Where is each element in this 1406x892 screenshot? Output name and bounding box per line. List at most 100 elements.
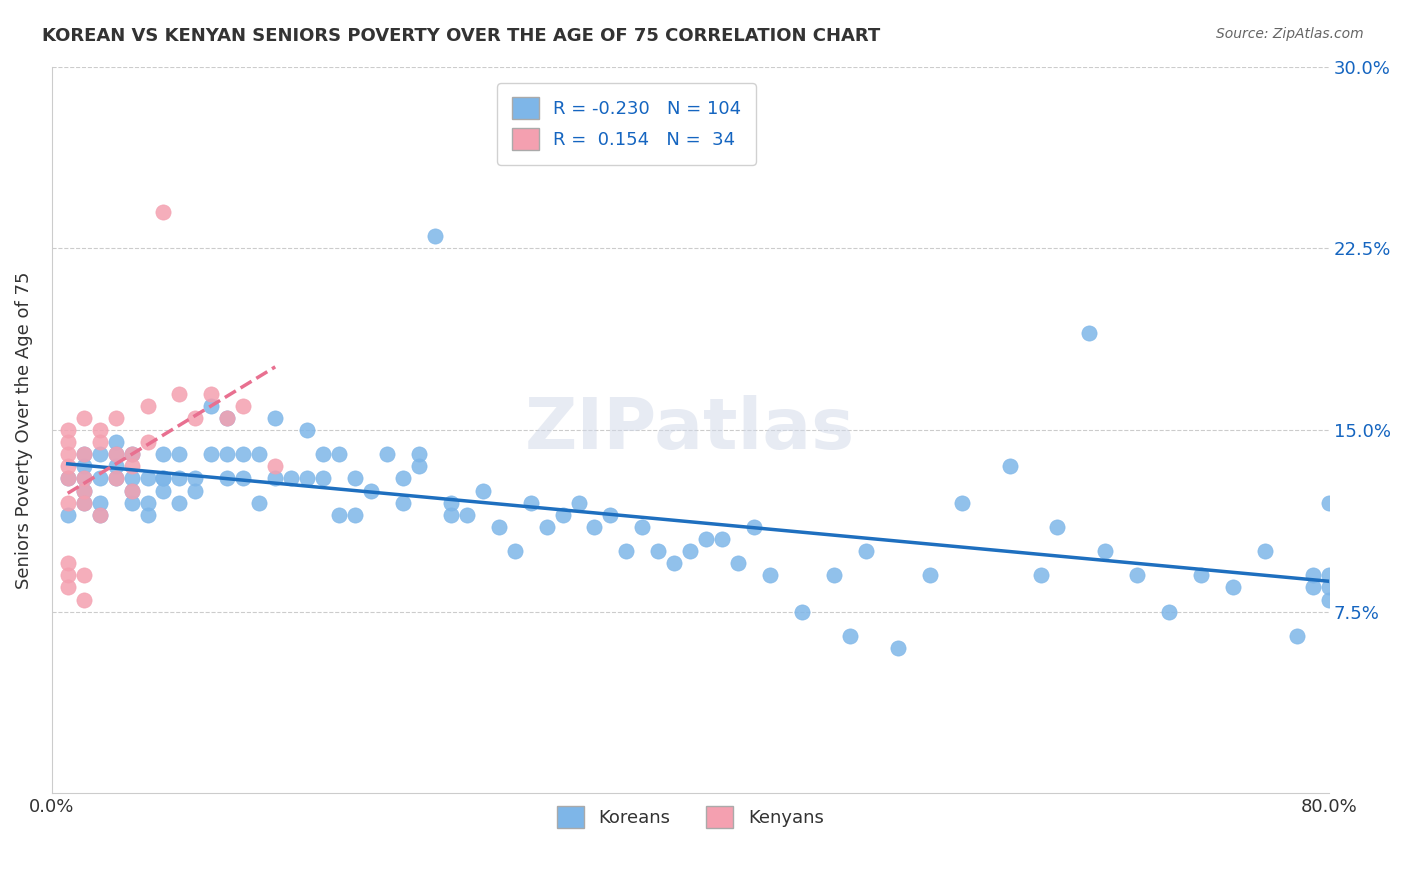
Point (1189, 568, 1212, 582)
Point (1317, 592, 1340, 607)
Point (711, 532, 734, 546)
Point (73, 471, 96, 485)
Point (392, 496, 415, 510)
Point (679, 544, 702, 558)
Point (918, 568, 941, 582)
Point (217, 410, 239, 425)
Point (121, 459, 143, 474)
Point (790, 605, 813, 619)
Legend: Koreans, Kenyans: Koreans, Kenyans (550, 798, 831, 835)
Point (312, 471, 335, 485)
Point (392, 471, 415, 485)
Point (73, 447, 96, 461)
Point (104, 447, 127, 461)
Point (1254, 544, 1277, 558)
Point (104, 471, 127, 485)
Point (408, 459, 430, 474)
Point (1094, 544, 1116, 558)
Point (136, 435, 159, 450)
Point (616, 544, 638, 558)
Point (89, 423, 111, 437)
Point (152, 471, 174, 485)
Point (104, 435, 127, 450)
Point (73, 447, 96, 461)
Point (73, 496, 96, 510)
Point (73, 483, 96, 498)
Point (1302, 581, 1324, 595)
Text: KOREAN VS KENYAN SENIORS POVERTY OVER THE AGE OF 75 CORRELATION CHART: KOREAN VS KENYAN SENIORS POVERTY OVER TH… (42, 27, 880, 45)
Point (152, 205, 174, 219)
Point (56, 435, 79, 450)
Point (950, 496, 973, 510)
Point (136, 496, 159, 510)
Point (121, 447, 143, 461)
Point (89, 447, 111, 461)
Point (56, 556, 79, 570)
Point (184, 471, 207, 485)
Point (184, 483, 207, 498)
Point (855, 544, 877, 558)
Point (152, 447, 174, 461)
Point (121, 496, 143, 510)
Point (169, 447, 191, 461)
Point (1222, 581, 1244, 595)
Point (742, 520, 765, 534)
Point (488, 520, 510, 534)
Point (73, 471, 96, 485)
Point (536, 520, 558, 534)
Point (295, 471, 318, 485)
Point (73, 496, 96, 510)
Point (200, 386, 222, 401)
Point (89, 508, 111, 522)
Point (169, 386, 191, 401)
Point (456, 508, 478, 522)
Point (599, 508, 621, 522)
Point (217, 471, 239, 485)
Point (375, 447, 398, 461)
Point (567, 496, 589, 510)
Point (423, 229, 446, 244)
Point (1159, 605, 1181, 619)
Point (121, 483, 143, 498)
Point (312, 447, 335, 461)
Point (56, 508, 79, 522)
Point (664, 556, 686, 570)
Point (471, 483, 494, 498)
Point (1285, 629, 1308, 643)
Point (56, 471, 79, 485)
Point (217, 410, 239, 425)
Point (136, 399, 159, 413)
Point (264, 410, 287, 425)
Point (823, 568, 845, 582)
Point (440, 496, 463, 510)
Point (136, 471, 159, 485)
Point (1317, 581, 1340, 595)
Point (1317, 496, 1340, 510)
Point (360, 483, 382, 498)
Point (631, 520, 654, 534)
Point (104, 459, 127, 474)
Point (200, 447, 222, 461)
Point (647, 544, 669, 558)
Point (73, 410, 96, 425)
Point (247, 447, 270, 461)
Point (56, 496, 79, 510)
Point (838, 629, 860, 643)
Point (232, 447, 254, 461)
Text: ZIPatlas: ZIPatlas (526, 395, 855, 465)
Point (152, 471, 174, 485)
Point (169, 496, 191, 510)
Point (887, 640, 910, 655)
Point (759, 568, 782, 582)
Point (89, 508, 111, 522)
Point (56, 471, 79, 485)
Point (264, 471, 287, 485)
Point (89, 435, 111, 450)
Point (328, 508, 350, 522)
Point (519, 496, 541, 510)
Point (232, 471, 254, 485)
Point (152, 483, 174, 498)
Point (344, 508, 367, 522)
Point (121, 483, 143, 498)
Point (727, 556, 749, 570)
